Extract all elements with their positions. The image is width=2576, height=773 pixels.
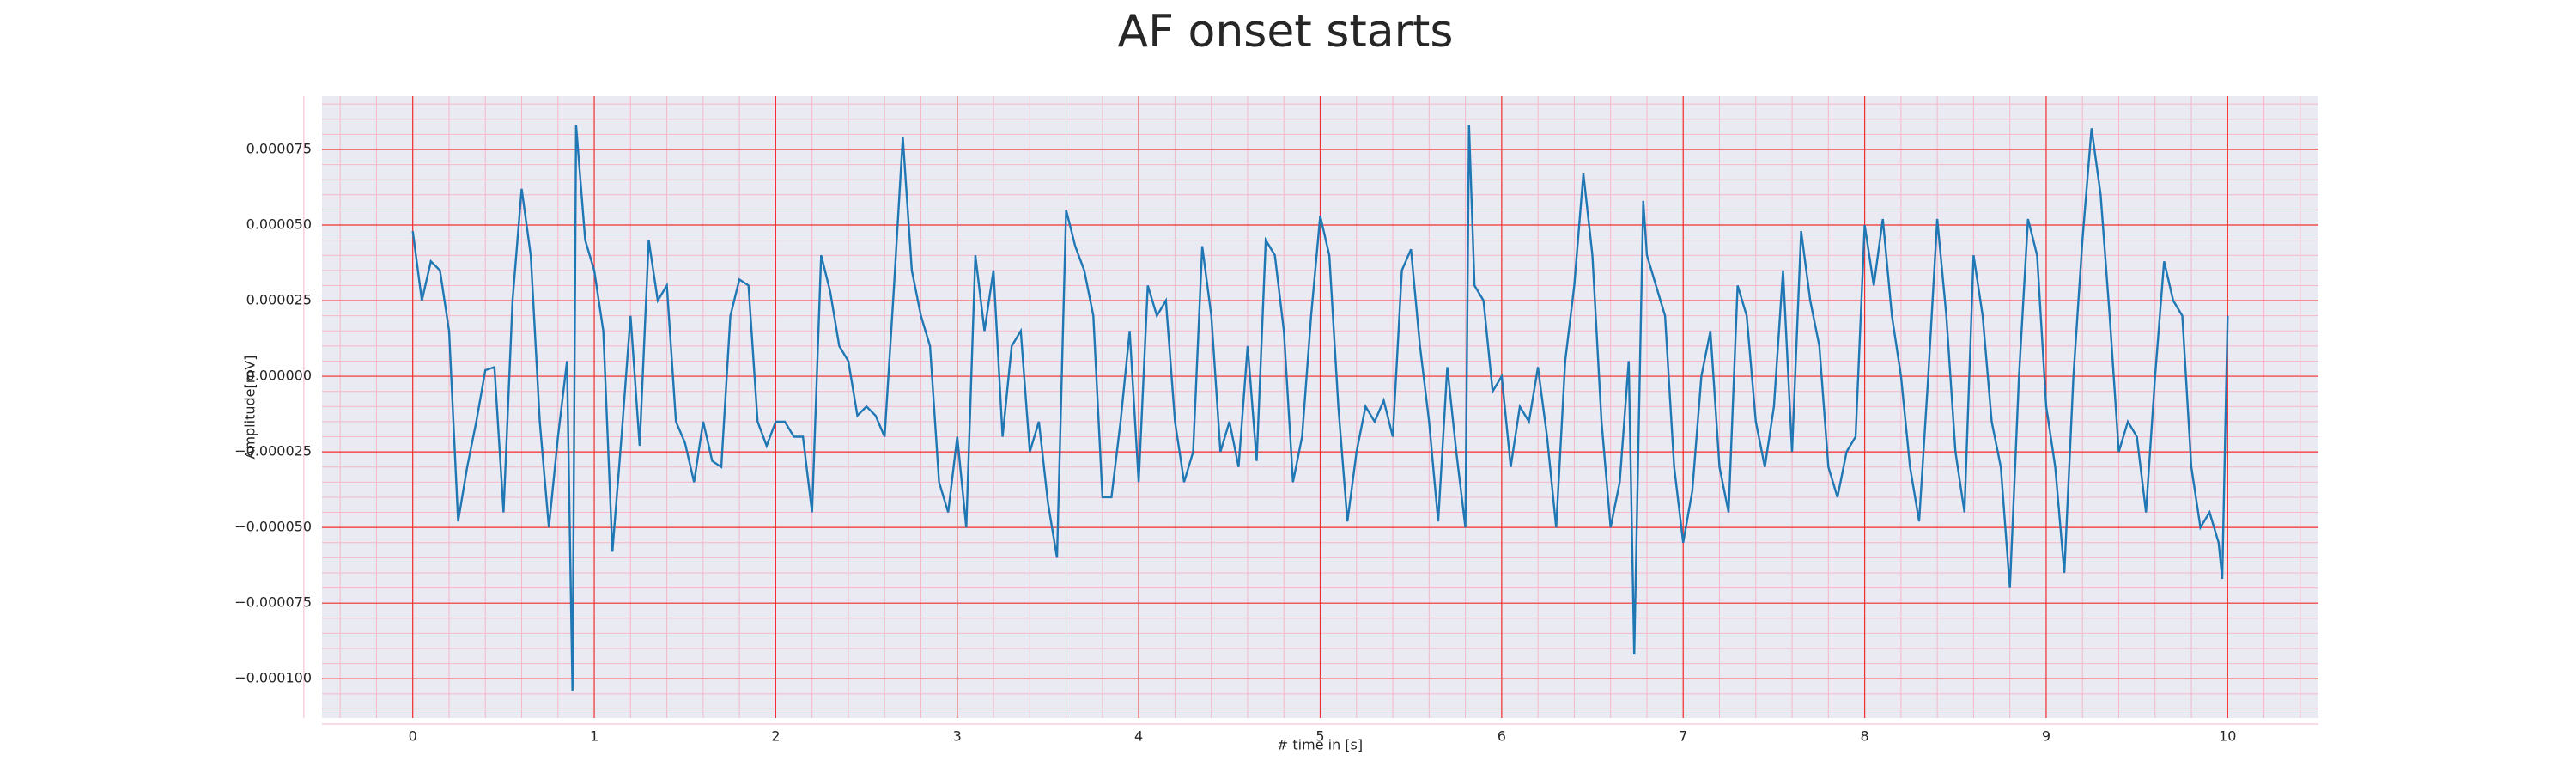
x-tick-label: 6 — [1498, 728, 1506, 745]
x-tick-label: 3 — [953, 728, 962, 745]
x-tick-label: 5 — [1315, 728, 1324, 745]
x-tick-label: 0 — [409, 728, 417, 745]
y-tick-label: −0.000100 — [234, 670, 312, 686]
x-tick-label: 1 — [590, 728, 598, 745]
y-tick-label: 0.000075 — [246, 140, 312, 156]
x-tick-label: 10 — [2219, 728, 2236, 745]
x-axis-label: # time in [s] — [1277, 737, 1363, 753]
y-tick-label: 0.000025 — [246, 292, 312, 308]
y-tick-label: −0.000025 — [234, 443, 312, 460]
chart-title: AF onset starts — [1118, 6, 1454, 58]
line-series — [411, 125, 2229, 691]
y-axis-label: Amplitude[mV] — [242, 355, 258, 459]
y-tick-label: −0.000075 — [234, 594, 312, 611]
x-tick-label: 7 — [1679, 728, 1687, 745]
x-tick-label: 8 — [1860, 728, 1868, 745]
x-tick-label: 2 — [771, 728, 780, 745]
y-tick-label: 0.000000 — [246, 368, 312, 384]
y-tick-label: −0.000050 — [234, 519, 312, 535]
x-tick-label: 4 — [1134, 728, 1143, 745]
y-tick-label: 0.000050 — [246, 216, 312, 233]
x-tick-label: 9 — [2042, 728, 2050, 745]
